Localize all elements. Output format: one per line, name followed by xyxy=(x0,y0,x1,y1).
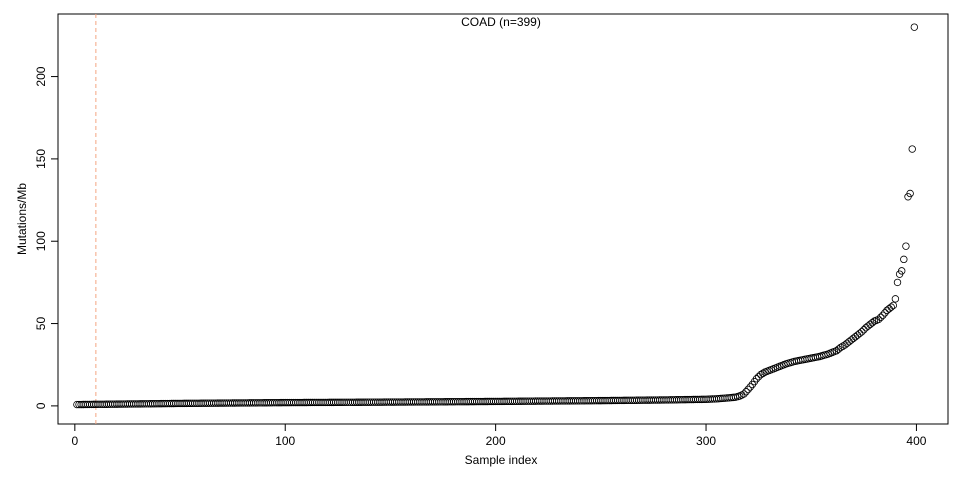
data-point xyxy=(759,369,767,378)
data-point xyxy=(847,336,855,344)
data-point xyxy=(887,303,895,311)
data-point xyxy=(906,189,914,198)
data-point xyxy=(868,319,876,327)
points-layer xyxy=(73,23,919,409)
data-point xyxy=(851,333,860,341)
data-point xyxy=(874,315,883,324)
x-tick-label: 300 xyxy=(696,434,716,448)
x-tick-label: 0 xyxy=(71,434,78,448)
data-point xyxy=(742,388,750,396)
data-point xyxy=(879,311,887,320)
data-point xyxy=(885,305,893,313)
y-tick-label: 100 xyxy=(34,231,48,251)
data-point xyxy=(900,255,908,264)
data-point xyxy=(891,295,900,303)
data-point xyxy=(849,334,858,343)
data-point xyxy=(757,370,765,379)
data-point xyxy=(746,383,754,391)
data-point xyxy=(908,145,916,153)
y-tick-label: 150 xyxy=(34,149,48,169)
data-point xyxy=(858,328,866,336)
data-point xyxy=(902,242,910,250)
data-point xyxy=(744,385,752,394)
plot-frame xyxy=(57,13,949,425)
x-tick-label: 400 xyxy=(906,434,926,448)
data-point xyxy=(910,23,919,31)
x-axis-label: Sample index xyxy=(465,453,538,467)
y-tick-label: 50 xyxy=(34,317,48,331)
x-tick-label: 100 xyxy=(275,434,295,448)
data-point xyxy=(832,347,841,355)
data-point xyxy=(866,320,874,329)
x-tick-label: 200 xyxy=(486,434,506,448)
y-axis-label: Mutations/Mb xyxy=(15,183,29,255)
y-tick-label: 0 xyxy=(34,402,48,409)
chart-title: COAD (n=399) xyxy=(461,15,541,29)
data-point xyxy=(876,313,885,322)
y-tick-label: 200 xyxy=(34,66,48,86)
data-point xyxy=(860,326,868,334)
data-point xyxy=(864,322,872,330)
data-point xyxy=(845,337,853,346)
data-point xyxy=(836,343,845,352)
data-point xyxy=(855,329,864,338)
data-point xyxy=(889,301,897,310)
data-point xyxy=(752,375,761,383)
data-point xyxy=(893,278,902,287)
data-point xyxy=(740,390,748,398)
data-point xyxy=(898,267,906,275)
x-axis: 0 100 200 300 400 xyxy=(71,424,927,448)
data-point xyxy=(853,331,862,339)
data-point xyxy=(881,309,889,317)
y-axis: 0 50 100 150 200 xyxy=(34,66,58,409)
